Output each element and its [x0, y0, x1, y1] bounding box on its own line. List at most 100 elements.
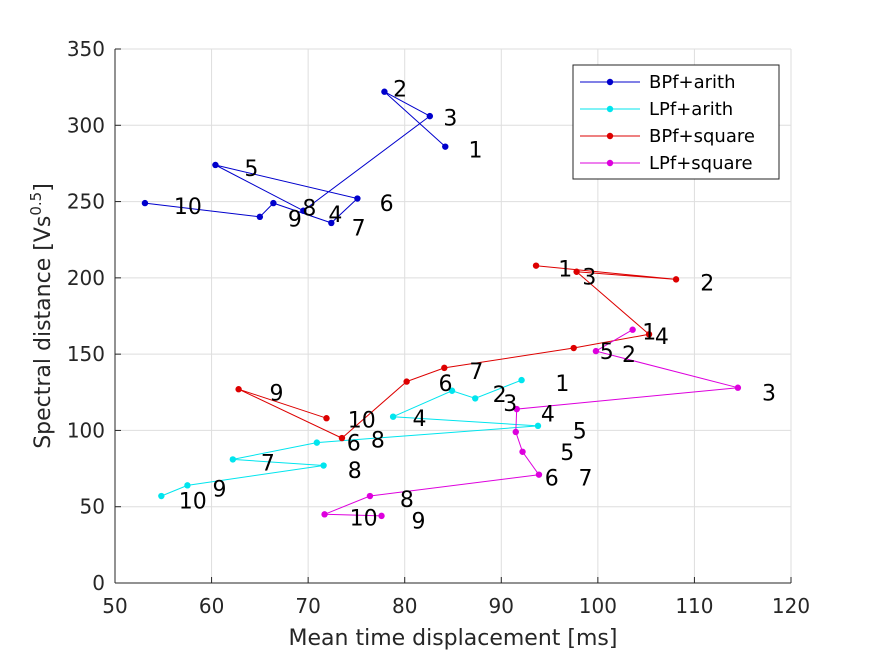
- point-label: 7: [469, 360, 483, 385]
- point-label: 5: [244, 157, 258, 182]
- point-label: 8: [348, 459, 362, 484]
- x-tick-label: 50: [102, 594, 127, 618]
- data-point: [354, 195, 361, 202]
- point-label: 10: [179, 490, 207, 515]
- data-point: [328, 219, 335, 227]
- point-label: 7: [579, 467, 593, 492]
- data-point: [321, 511, 328, 518]
- data-point: [366, 492, 374, 500]
- data-point: [323, 415, 330, 422]
- data-point: [389, 413, 397, 420]
- y-tick-label: 0: [92, 571, 105, 595]
- point-label: 8: [400, 488, 414, 513]
- data-point: [645, 331, 653, 338]
- x-tick-label: 90: [489, 594, 514, 618]
- point-label: 1: [468, 139, 482, 164]
- point-label: 4: [655, 325, 669, 350]
- data-point: [441, 364, 448, 372]
- data-point: [338, 434, 346, 442]
- point-label: 2: [393, 78, 407, 103]
- data-point: [378, 512, 385, 520]
- data-point: [570, 344, 577, 352]
- legend-entry: LPf+arith: [649, 99, 733, 120]
- series-line: [238, 265, 677, 439]
- point-label: 10: [174, 195, 202, 220]
- data-point: [448, 387, 456, 394]
- point-label: 6: [439, 372, 453, 397]
- series-bpf-square: [235, 262, 680, 442]
- x-tick-label: 60: [199, 594, 224, 618]
- point-label: 3: [762, 381, 776, 406]
- data-point: [256, 213, 264, 221]
- series-line: [161, 379, 539, 497]
- series-bpf-arith: [141, 88, 449, 227]
- point-label: 9: [411, 509, 425, 534]
- y-tick-label: 350: [67, 37, 105, 61]
- data-point: [381, 88, 388, 95]
- point-label: 4: [328, 203, 342, 228]
- point-label: 8: [302, 197, 316, 222]
- point-label: 4: [541, 403, 555, 428]
- data-point: [513, 405, 520, 413]
- legend-marker: [606, 78, 614, 86]
- x-tick-label: 110: [675, 594, 713, 618]
- data-point: [592, 347, 600, 355]
- legend: BPf+arith LPf+arith BPf+square LPf+square: [572, 64, 780, 180]
- point-label: 10: [348, 409, 376, 434]
- data-point: [184, 482, 191, 489]
- data-point: [535, 471, 543, 478]
- point-label: 2: [493, 383, 507, 408]
- point-label: 1: [558, 258, 572, 283]
- data-point: [229, 456, 237, 463]
- legend-entry: BPf+arith: [649, 72, 736, 93]
- data-point: [426, 112, 434, 120]
- x-axis-label: Mean time displacement [ms]: [289, 626, 618, 651]
- point-label: 5: [560, 441, 574, 466]
- point-label: 6: [545, 467, 559, 492]
- y-tick-label: 300: [67, 113, 105, 137]
- data-point: [573, 268, 580, 275]
- point-label: 8: [371, 429, 385, 454]
- point-label: 3: [443, 107, 457, 132]
- data-point: [472, 395, 479, 402]
- data-point: [320, 462, 327, 469]
- point-label: 3: [503, 392, 517, 417]
- series-lpf-arith: [158, 376, 542, 500]
- legend-entry: LPf+square: [649, 153, 753, 174]
- point-label: 7: [352, 217, 366, 242]
- data-point: [519, 448, 526, 455]
- point-label: 9: [270, 381, 284, 406]
- y-tick-label: 250: [67, 190, 105, 214]
- series-line: [144, 91, 446, 224]
- y-tick-label: 100: [67, 418, 105, 442]
- point-label: 9: [288, 207, 302, 232]
- point-label: 7: [261, 451, 275, 476]
- series-line: [324, 329, 739, 517]
- data-point: [672, 276, 680, 283]
- legend-box: [572, 64, 780, 180]
- point-label: 3: [582, 265, 596, 290]
- data-point: [518, 376, 525, 384]
- point-label: 2: [700, 271, 714, 296]
- y-axis-label: Spectral distance [Vs0.5]: [27, 183, 56, 449]
- data-point: [313, 439, 321, 446]
- axes: [114, 48, 792, 584]
- data-point: [442, 143, 449, 150]
- data-point: [629, 326, 636, 333]
- x-tick-label: 120: [772, 594, 810, 618]
- data-point: [734, 384, 742, 391]
- series-lpf-square: [321, 326, 742, 520]
- data-point: [534, 422, 542, 430]
- data-point: [235, 386, 242, 393]
- y-tick-label: 150: [67, 342, 105, 366]
- y-axis-label-sup: 0.5: [27, 192, 45, 216]
- legend-entry: BPf+square: [649, 126, 755, 147]
- x-tick-label: 80: [392, 594, 417, 618]
- legend-marker: [606, 132, 614, 140]
- data-point: [158, 492, 165, 500]
- point-label: 6: [380, 192, 394, 217]
- point-label: 6: [347, 432, 361, 457]
